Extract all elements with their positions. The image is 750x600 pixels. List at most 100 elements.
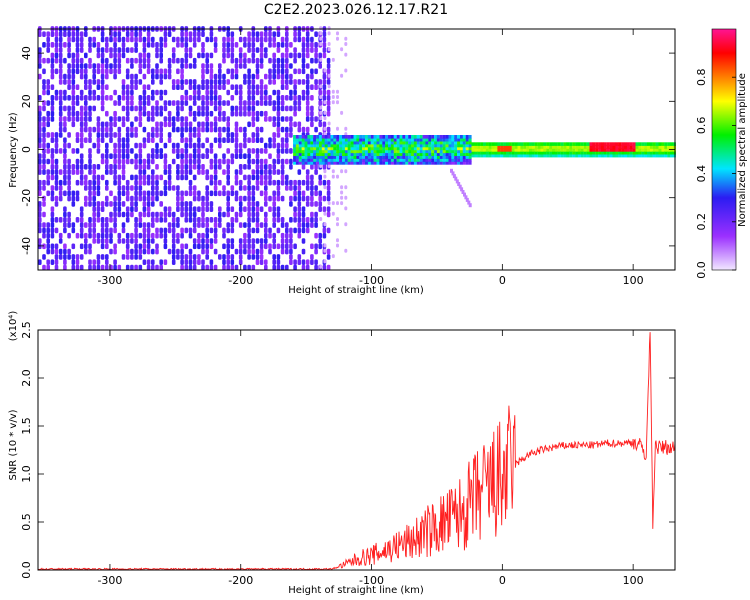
spectrogram-cell [376,143,380,148]
spectrogram-cell [327,47,331,52]
spectrogram-cell [353,140,357,145]
spectrogram-cell [142,222,147,228]
spectrogram-cell [595,145,599,149]
spectrogram-cell [517,142,521,146]
spectrogram-cell [307,149,311,154]
spectrogram-cell [38,57,42,64]
spectrogram-cell [238,259,243,265]
spectrogram-cell [347,158,351,162]
spectrogram-cell [462,135,466,139]
spectrogram-cell [151,79,155,85]
spectrogram-cell [63,105,67,112]
spectrogram-cell [142,95,147,101]
spectrogram-cell [205,100,209,106]
spectrogram-cell [230,105,235,112]
spectrogram-cell [293,146,297,151]
spectrogram-cell [670,153,673,158]
colorbar: 0.00.20.40.60.8 Normalized spectral ampl… [695,28,748,279]
spectrogram-cell [54,264,59,271]
spectrogram-cell [188,217,193,223]
spectrogram-cell [192,100,197,106]
spectrogram-cell [373,135,377,139]
spectrogram-cell [197,31,201,37]
spectrogram-cell [474,145,478,149]
spectrogram-cell [180,63,184,69]
spectrogram-cell [213,95,218,101]
spectrogram-cell [171,126,176,133]
spectrogram-cell [621,150,625,155]
colorbar-tick-label: 0.8 [695,68,708,86]
spectrogram-cell [304,140,308,145]
spectrogram-cell [176,169,180,175]
spectrogram-cell [376,161,380,165]
spectrogram-cell [192,79,197,85]
spectrogram-cell [462,146,466,151]
spectrogram-cell [58,68,63,75]
spectrogram-cell [79,169,84,175]
spectrogram-cell [388,152,391,156]
spectrogram-cell [297,100,302,106]
spectrogram-cell [506,142,509,146]
spectrogram-cell [251,52,256,59]
spectrogram-cell [222,84,226,90]
spectrogram-cell [652,150,656,155]
spectrogram-cell [549,148,553,152]
spectrogram-cell [88,148,92,154]
spectrogram-cell [155,47,159,53]
spectrogram-cell [408,155,412,159]
spectrogram-cell [163,232,168,239]
spectrogram-cell [272,222,276,228]
spectrogram-cell [67,73,71,80]
spectrogram-cell [457,137,461,142]
spectrogram-cell [264,238,268,244]
spectrogram-cell [540,150,544,155]
spectrogram-cell [276,95,281,101]
spectrogram-cell [494,145,498,149]
spectrogram-cell [557,145,561,149]
spectrogram-cell [388,146,391,151]
spectrogram-cell [342,146,345,151]
spectrogram-cell [462,143,466,148]
spectrogram-cell [259,126,264,133]
spectrogram-cell [71,227,76,234]
spectrogram-cell [318,232,322,239]
spectrogram-cell [188,63,193,69]
spectrogram-cell [42,211,46,218]
spectrogram-cell [531,145,535,149]
spectrogram-cell [63,126,67,133]
spectrogram-cell [50,227,55,234]
spectrogram-cell [649,142,653,146]
spectrogram-cell [92,164,96,170]
spectrogram-cell [324,161,328,165]
spectrogram-cell [276,110,281,117]
spectrogram-cell [649,148,653,152]
spectrogram-cell [75,232,80,239]
spectrogram-cell [480,145,484,149]
spectrogram-cell [626,145,630,149]
spectrogram-cell [121,185,126,191]
spectrogram-cell [572,145,576,149]
spectrogram-cell [485,148,489,152]
spectrogram-cell [238,206,243,212]
spectrogram-cell [88,259,92,265]
spectrogram-cell [419,143,423,148]
spectrogram-cell [272,195,276,202]
spectrogram-cell [305,259,310,265]
spectrogram-cell [121,142,126,149]
spectrogram-cell [117,142,122,149]
spectrogram-cell [109,153,113,159]
spectrogram-cell [42,142,46,149]
spectrogram-cell [46,148,50,154]
spectrogram-cell [483,145,486,149]
spectrogram-cell [75,254,80,260]
spectrogram-cell [477,145,481,149]
spectrogram-cell [259,63,264,69]
spectrogram-cell [226,264,230,271]
spectrogram-cell [280,158,285,165]
spectrogram-cell [577,148,581,152]
spectrogram-cell [592,142,596,146]
spectrogram-cell [285,174,289,181]
spectrogram-cell [340,47,344,52]
spectrogram-cell [151,259,155,265]
spectrogram-cell [540,153,544,158]
